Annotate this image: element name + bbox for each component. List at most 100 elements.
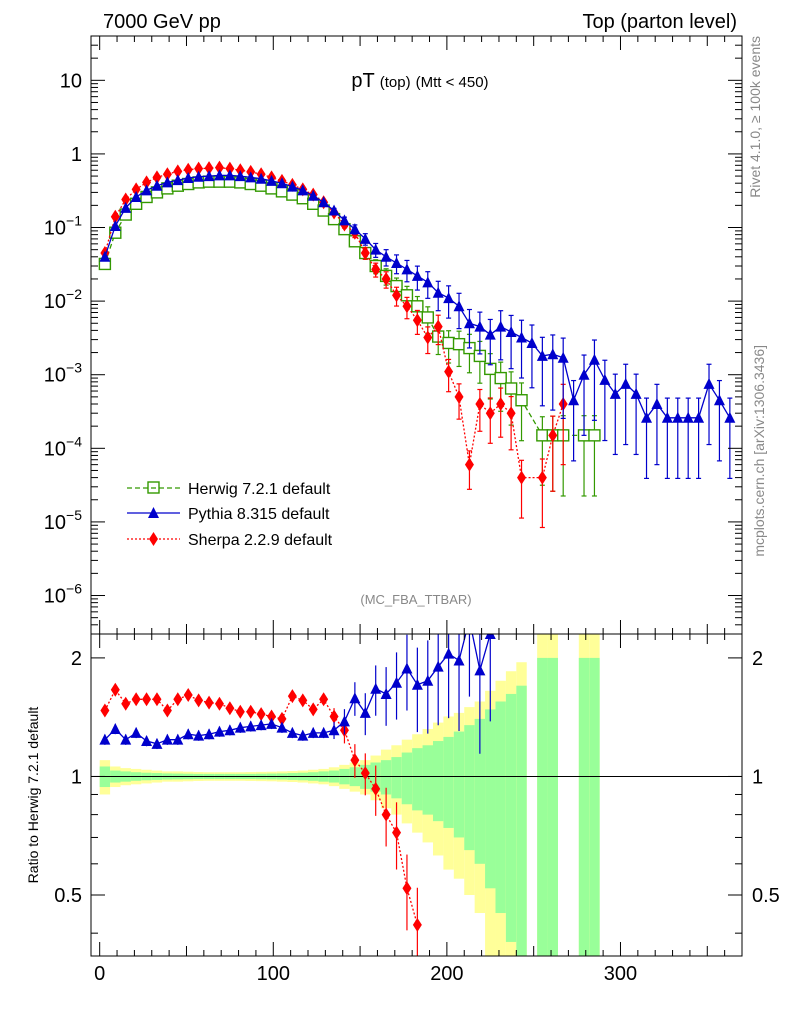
data-point bbox=[401, 263, 413, 275]
data-point bbox=[359, 232, 371, 244]
ratio-point bbox=[109, 722, 121, 734]
ratio-point bbox=[121, 696, 131, 711]
ratio-point bbox=[152, 692, 162, 707]
ratio-tick-label-left: 1 bbox=[71, 766, 82, 788]
ratio-band-inner bbox=[443, 736, 454, 828]
ratio-point bbox=[183, 688, 193, 703]
ratio-ylabel: Ratio to Herwig 7.2.1 default bbox=[25, 707, 41, 884]
ratio-point bbox=[193, 729, 205, 741]
data-point bbox=[724, 411, 736, 423]
ratio-point bbox=[370, 682, 382, 694]
y-tick-base: 10 bbox=[44, 365, 66, 387]
data-point bbox=[349, 223, 361, 235]
data-point bbox=[183, 162, 193, 177]
data-point bbox=[557, 351, 569, 363]
data-point bbox=[392, 288, 402, 303]
data-point bbox=[588, 429, 601, 442]
ratio-point bbox=[350, 753, 360, 768]
data-point bbox=[537, 470, 547, 485]
ratio-point bbox=[297, 729, 309, 741]
data-point bbox=[422, 276, 434, 288]
data-point bbox=[609, 387, 621, 399]
data-point bbox=[516, 331, 528, 343]
ratio-point bbox=[162, 703, 172, 718]
ratio-point bbox=[194, 693, 204, 708]
ratio-point bbox=[235, 704, 245, 719]
legend-herwig-marker bbox=[147, 481, 160, 494]
data-point bbox=[703, 377, 715, 389]
data-point bbox=[151, 179, 163, 191]
y-tick-label: 10−2 bbox=[44, 286, 82, 313]
legend-sherpa: Sherpa 2.2.9 default bbox=[127, 532, 333, 549]
data-point bbox=[464, 457, 474, 472]
watermark: (MC_FBA_TTBAR) bbox=[360, 592, 471, 607]
ratio-band-inner bbox=[391, 757, 402, 799]
data-point bbox=[131, 182, 141, 197]
y-tick-exp: −2 bbox=[66, 286, 82, 302]
data-point bbox=[682, 411, 694, 423]
legend-pythia-label: Pythia 8.315 default bbox=[188, 506, 330, 523]
y-tick-base: 10 bbox=[44, 218, 66, 240]
legend-sherpa-label: Sherpa 2.2.9 default bbox=[188, 532, 333, 549]
data-point bbox=[225, 161, 235, 176]
x-tick-label: 0 bbox=[94, 963, 105, 985]
data-point bbox=[547, 348, 559, 360]
ratio-point bbox=[131, 692, 141, 707]
ratio-tick-label-left: 0.5 bbox=[54, 885, 82, 907]
ratio-band-inner bbox=[401, 752, 413, 805]
data-point bbox=[526, 336, 538, 348]
data-point bbox=[536, 349, 548, 361]
data-point bbox=[411, 269, 423, 281]
data-point bbox=[423, 330, 433, 345]
ratio-point bbox=[234, 721, 246, 733]
data-point bbox=[203, 170, 215, 182]
data-point bbox=[152, 170, 162, 185]
data-point bbox=[506, 406, 516, 421]
data-point bbox=[485, 406, 495, 421]
ratio-band-inner bbox=[505, 693, 517, 942]
ratio-band-inner bbox=[432, 741, 444, 822]
data-point bbox=[672, 411, 684, 423]
data-point bbox=[713, 394, 725, 406]
data-point bbox=[307, 189, 319, 201]
ratio-point bbox=[371, 781, 381, 796]
ratio-point bbox=[381, 807, 391, 822]
ratio-point bbox=[99, 733, 111, 745]
ratio-point bbox=[182, 728, 194, 740]
data-point bbox=[297, 184, 309, 196]
data-point bbox=[599, 373, 611, 385]
data-point bbox=[109, 219, 121, 231]
ratio-point bbox=[319, 692, 329, 707]
ratio-tick-label-right: 1 bbox=[752, 766, 763, 788]
ratio-point bbox=[392, 825, 402, 840]
data-point bbox=[474, 320, 486, 332]
ratio-point bbox=[412, 917, 422, 932]
ratio-point bbox=[318, 726, 330, 738]
data-point bbox=[412, 313, 422, 328]
y-tick-label: 10−4 bbox=[44, 433, 82, 460]
ratio-band-inner bbox=[495, 701, 506, 914]
legend: Herwig 7.2.1 default Pythia 8.315 defaul… bbox=[127, 481, 333, 549]
data-point bbox=[328, 204, 340, 216]
data-point bbox=[213, 169, 225, 181]
data-point bbox=[234, 170, 246, 182]
ratio-point bbox=[213, 725, 225, 737]
ratio-point bbox=[329, 709, 339, 724]
y-tick-base: 10 bbox=[44, 438, 66, 460]
data-point bbox=[172, 174, 184, 186]
ratio-point bbox=[246, 704, 256, 719]
data-point bbox=[130, 190, 142, 202]
y-tick-exp: −4 bbox=[66, 433, 82, 449]
series-1 bbox=[99, 169, 736, 480]
ratio-point bbox=[328, 724, 340, 736]
ratio-point bbox=[380, 687, 392, 699]
data-point bbox=[463, 317, 475, 329]
data-point bbox=[266, 174, 278, 186]
ratio-point bbox=[173, 692, 183, 707]
data-point bbox=[484, 328, 496, 340]
ratio-point bbox=[142, 692, 152, 707]
data-point bbox=[452, 337, 466, 351]
ratio-point bbox=[203, 728, 215, 740]
ratio-point bbox=[422, 674, 434, 686]
